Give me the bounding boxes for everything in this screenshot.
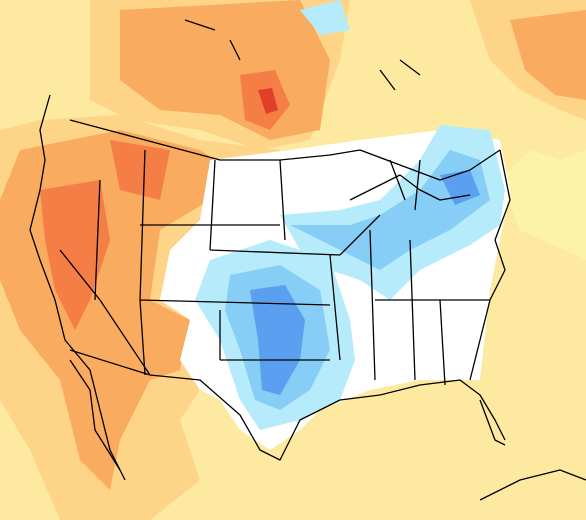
east-coastline [469, 149, 511, 381]
dark-orange-area [110, 140, 170, 200]
red-area [258, 88, 278, 114]
florida-coastline [479, 399, 506, 446]
dark-blue-area [440, 170, 480, 205]
southern-border-gulf-coast [69, 349, 506, 461]
great-lakes [349, 159, 471, 211]
west-coastline [29, 94, 126, 481]
us-canada-border [69, 119, 501, 181]
dark-blue-area [250, 285, 305, 395]
orange-area [510, 10, 586, 100]
light-blue-area [300, 0, 350, 35]
baja-coastline [69, 359, 121, 471]
state-boundaries [59, 149, 490, 386]
dark-orange-area [40, 180, 110, 330]
cuba-coastline [479, 469, 586, 501]
boundaries [29, 19, 586, 501]
canada-lakes [184, 19, 421, 91]
